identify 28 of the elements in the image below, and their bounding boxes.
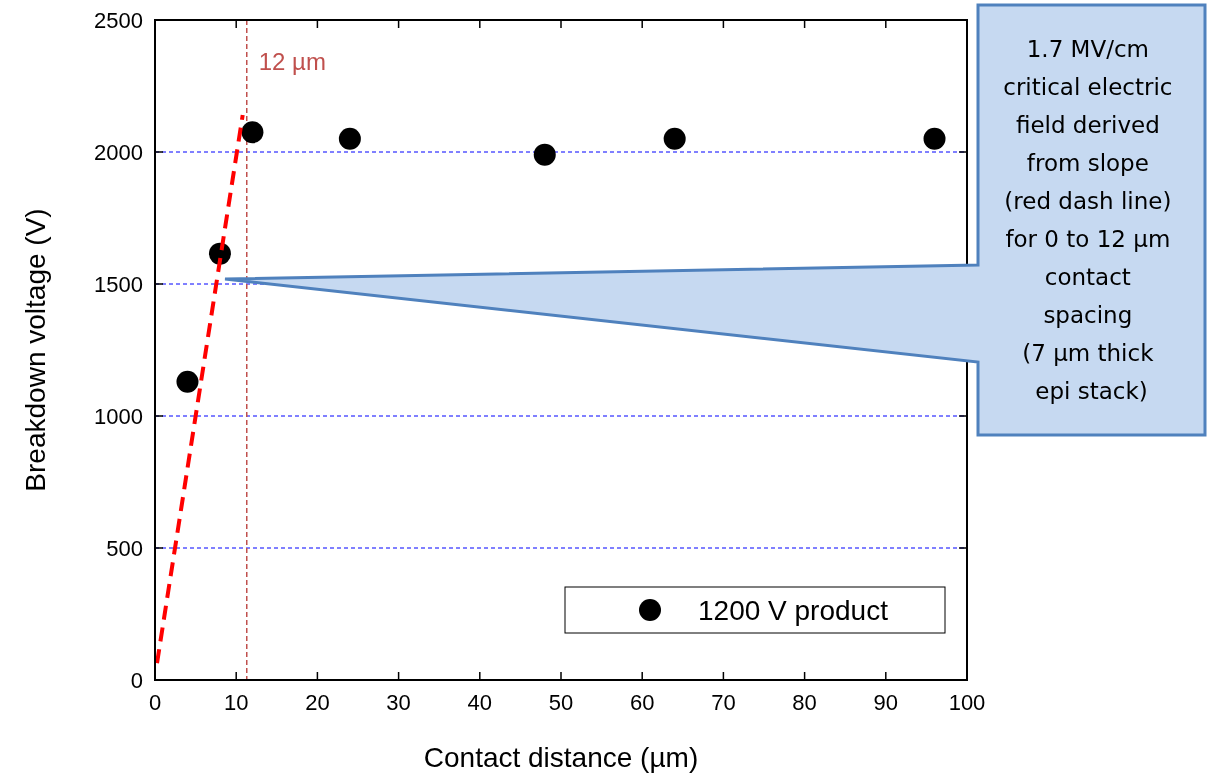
y-tick-label: 1000 xyxy=(94,404,143,429)
x-tick-label: 20 xyxy=(305,690,330,715)
x-axis-title: Contact distance (µm) xyxy=(423,742,699,773)
point xyxy=(663,127,686,150)
x-tick-label: 40 xyxy=(467,690,493,715)
text: 1.7 MV/cm critical electric field derived from slope (red dash line) for 0 to 12 µm contact spacing (7 µm thick epi stack) xyxy=(1003,36,1173,404)
point xyxy=(241,121,264,144)
y-tick-label: 2000 xyxy=(94,140,143,165)
point xyxy=(338,127,361,150)
x-tick-label: 70 xyxy=(711,690,736,715)
y-axis-title: Breakdown voltage (V) xyxy=(20,208,51,492)
x-tick-label: 30 xyxy=(386,690,411,715)
x-tick-label: 0 xyxy=(148,690,162,715)
point xyxy=(533,143,556,166)
x-tick-label: 50 xyxy=(548,690,574,715)
y-tick-label: 500 xyxy=(106,536,143,561)
y-tick-label: 0 xyxy=(130,668,143,693)
x-tick-label: 80 xyxy=(792,690,817,715)
legend-label: 1200 V product xyxy=(698,595,889,626)
point xyxy=(176,370,199,393)
x-tick-label: 90 xyxy=(873,690,899,715)
point xyxy=(923,127,946,150)
x-tick-label: 100 xyxy=(948,690,986,715)
y-tick-label: 2500 xyxy=(94,8,143,33)
ref-line-label: 12 µm xyxy=(258,48,326,75)
x-tick-label: 10 xyxy=(223,690,249,715)
x-tick-label: 60 xyxy=(629,690,655,715)
y-tick-label: 1500 xyxy=(94,272,143,297)
